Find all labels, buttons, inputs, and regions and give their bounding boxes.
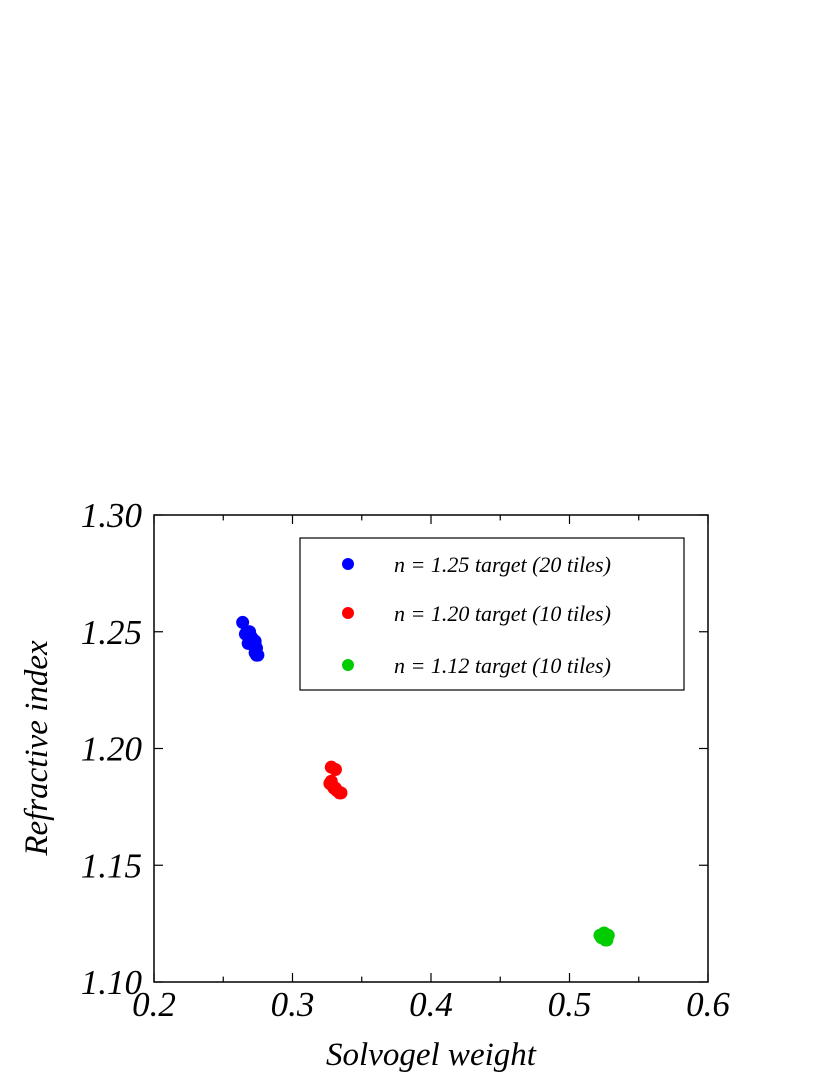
x-tick-label: 0.2: [132, 985, 176, 1024]
x-axis-title: Solvogel weight: [326, 1037, 537, 1073]
y-tick-label: 1.20: [81, 730, 143, 769]
y-tick-label: 1.30: [81, 496, 143, 535]
x-tick-label: 0.6: [686, 985, 730, 1024]
x-tick-label: 0.3: [271, 985, 315, 1024]
data-point-series-2: [596, 931, 610, 945]
legend-marker-red: [342, 607, 354, 619]
axis-ticks: [153, 514, 709, 983]
data-point-series-1: [334, 786, 348, 800]
x-tick-label: 0.5: [548, 985, 592, 1024]
legend-box: [299, 537, 685, 691]
legend-label-blue: n = 1.25 target (20 tiles): [394, 552, 611, 577]
y-tick-label: 1.25: [81, 613, 142, 652]
data-point-series-0: [251, 648, 265, 662]
data-point-series-0: [240, 625, 254, 639]
x-tick-label: 0.4: [409, 985, 453, 1024]
y-axis-title: Refractive index: [19, 640, 55, 857]
legend-label-red: n = 1.20 target (10 tiles): [394, 601, 611, 626]
data-point-series-1: [328, 763, 342, 777]
legend-label-green: n = 1.12 target (10 tiles): [394, 653, 611, 678]
y-tick-label: 1.15: [81, 846, 142, 885]
y-tick-label: 1.10: [81, 963, 143, 1002]
legend-marker-blue: [342, 558, 354, 570]
y-tick-labels: 1.10 1.15 1.20 1.25 1.30: [81, 496, 143, 1002]
x-tick-labels: 0.2 0.3 0.4 0.5 0.6: [132, 985, 730, 1024]
legend: n = 1.25 target (20 tiles) n = 1.20 targ…: [299, 537, 685, 691]
data-points: [236, 615, 615, 947]
legend-marker-green: [342, 659, 354, 671]
data-point-series-0: [244, 636, 258, 650]
